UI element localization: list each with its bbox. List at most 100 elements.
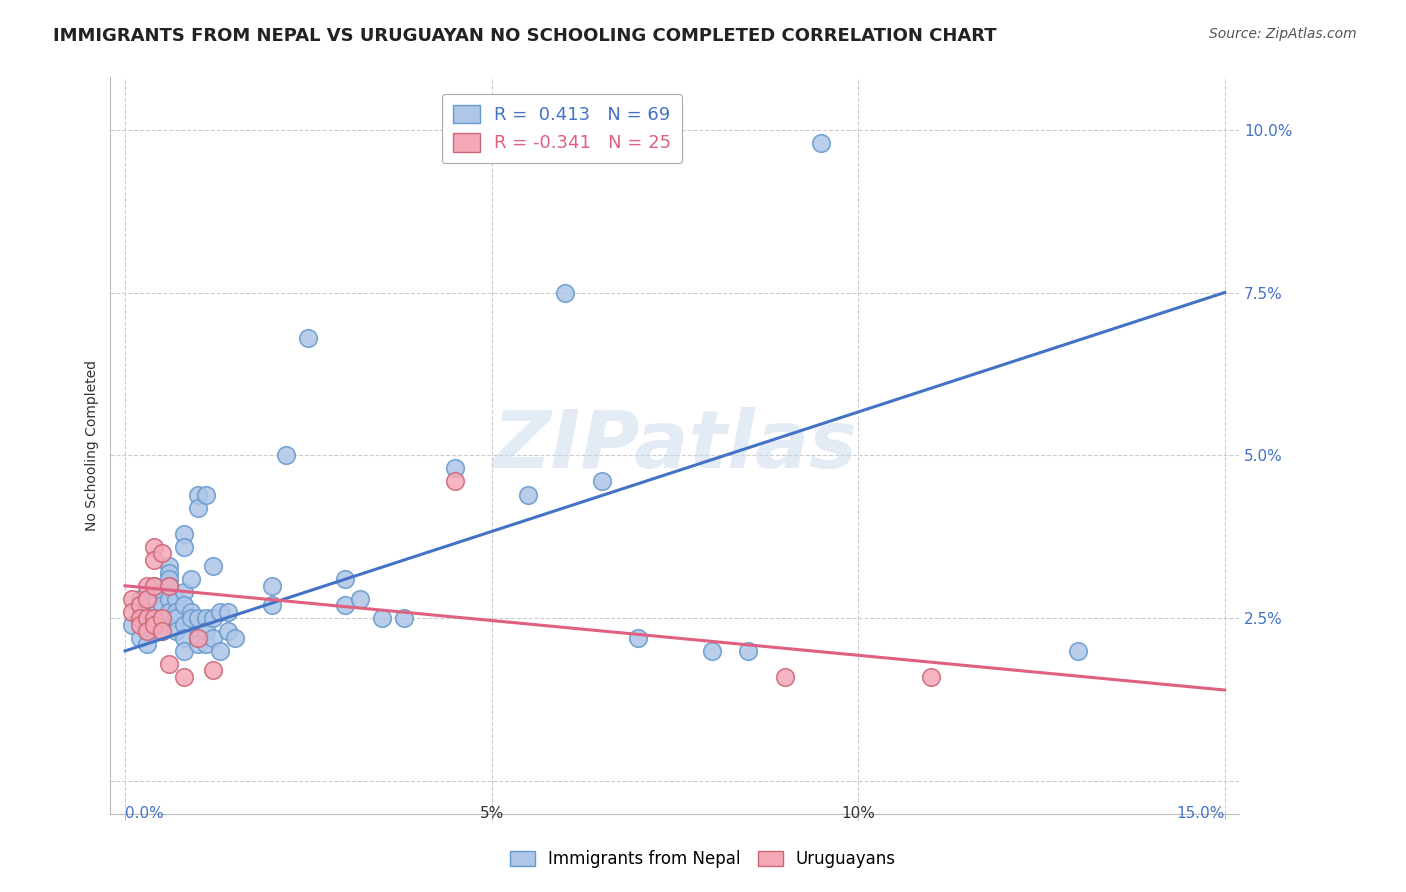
Point (128, 631, 150, 645)
Point (444, 461, 467, 475)
Point (194, 487, 217, 501)
Point (349, 591, 371, 606)
Point (217, 624, 239, 639)
Point (194, 637, 217, 651)
Point (202, 611, 225, 625)
Point (194, 624, 217, 639)
Text: 10%: 10% (841, 806, 875, 822)
Point (143, 552, 166, 566)
Point (157, 579, 180, 593)
Point (165, 591, 187, 606)
Point (209, 644, 232, 658)
Text: ZIPatlas: ZIPatlas (492, 407, 858, 484)
Point (297, 331, 319, 345)
Point (143, 611, 166, 625)
Point (444, 475, 467, 489)
Point (392, 611, 415, 625)
Point (150, 624, 173, 639)
Point (187, 500, 209, 515)
Point (370, 611, 392, 625)
Point (136, 637, 159, 651)
Point (143, 611, 166, 625)
Point (920, 670, 942, 684)
Point (157, 657, 180, 671)
Point (180, 611, 202, 625)
Point (128, 591, 150, 606)
Text: 0.0%: 0.0% (125, 806, 165, 822)
Point (810, 136, 832, 150)
Point (1067, 644, 1090, 658)
Point (143, 618, 166, 632)
Point (157, 559, 180, 574)
Point (150, 611, 173, 625)
Point (217, 605, 239, 619)
Point (121, 605, 143, 619)
Point (333, 599, 356, 613)
Point (128, 618, 150, 632)
Point (209, 605, 232, 619)
Point (173, 644, 195, 658)
Point (143, 579, 166, 593)
Point (150, 624, 173, 639)
Point (128, 611, 150, 625)
Point (150, 585, 173, 599)
Point (121, 618, 143, 632)
Point (157, 572, 180, 586)
Point (187, 631, 209, 645)
Point (143, 599, 166, 613)
Point (260, 599, 283, 613)
Point (143, 540, 166, 554)
Point (700, 644, 723, 658)
Text: 15.0%: 15.0% (1177, 806, 1225, 822)
Point (187, 631, 209, 645)
Point (276, 449, 298, 463)
Point (333, 572, 356, 586)
Point (224, 631, 246, 645)
Point (150, 611, 173, 625)
Point (136, 624, 159, 639)
Legend: R =  0.413   N = 69, R = -0.341   N = 25: R = 0.413 N = 69, R = -0.341 N = 25 (441, 94, 682, 163)
Point (773, 670, 796, 684)
Point (150, 546, 173, 560)
Y-axis label: No Schooling Completed: No Schooling Completed (86, 360, 100, 531)
Point (150, 618, 173, 632)
Point (194, 611, 217, 625)
Point (180, 605, 202, 619)
Point (260, 579, 283, 593)
Point (173, 670, 195, 684)
Point (136, 605, 159, 619)
Point (173, 599, 195, 613)
Text: IMMIGRANTS FROM NEPAL VS URUGUAYAN NO SCHOOLING COMPLETED CORRELATION CHART: IMMIGRANTS FROM NEPAL VS URUGUAYAN NO SC… (53, 27, 997, 45)
Point (136, 591, 159, 606)
Point (157, 605, 180, 619)
Legend: Immigrants from Nepal, Uruguayans: Immigrants from Nepal, Uruguayans (503, 844, 903, 875)
Point (202, 664, 225, 678)
Point (150, 599, 173, 613)
Point (165, 605, 187, 619)
Point (187, 487, 209, 501)
Point (136, 624, 159, 639)
Point (165, 624, 187, 639)
Point (202, 559, 225, 574)
Text: 5%: 5% (479, 806, 503, 822)
Point (554, 285, 576, 300)
Point (165, 611, 187, 625)
Point (187, 611, 209, 625)
Point (737, 644, 759, 658)
Point (173, 585, 195, 599)
Point (627, 631, 650, 645)
Text: Source: ZipAtlas.com: Source: ZipAtlas.com (1209, 27, 1357, 41)
Point (173, 618, 195, 632)
Point (157, 579, 180, 593)
Point (173, 526, 195, 541)
Point (173, 540, 195, 554)
Point (157, 566, 180, 580)
Point (180, 572, 202, 586)
Point (136, 579, 159, 593)
Point (121, 591, 143, 606)
Point (173, 631, 195, 645)
Point (157, 591, 180, 606)
Point (187, 637, 209, 651)
Point (128, 599, 150, 613)
Point (591, 475, 613, 489)
